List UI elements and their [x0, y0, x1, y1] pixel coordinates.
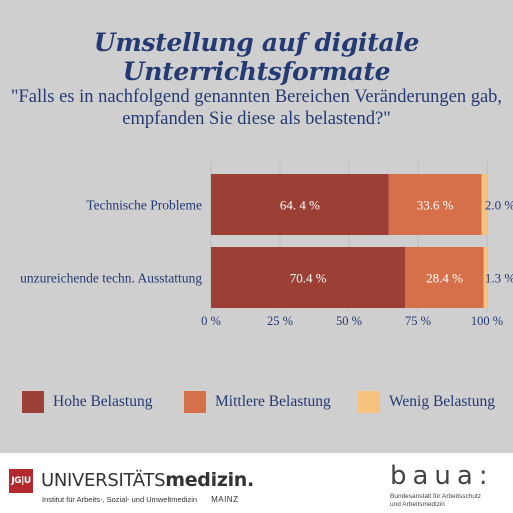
uni-logo-text-b: medizin.: [165, 469, 254, 491]
legend-item-hohe-belastung: Hohe Belastung: [22, 391, 152, 413]
universitaetsmedizin-logo: UNIVERSITÄTSmedizin.: [41, 467, 254, 494]
x-tick-label: 50 %: [336, 314, 362, 328]
chart-legend: Hohe Belastung Mittlere Belastung Wenig …: [0, 391, 513, 415]
bar-segment: [481, 174, 487, 235]
legend-label-wenig: Wenig Belastung: [389, 393, 495, 410]
data-label: 70.4 %: [290, 271, 327, 286]
bar-segment: [483, 247, 488, 308]
data-label: 33.6 %: [417, 198, 454, 213]
institute-label: Institut für Arbeits-, Sozial- und Umwel…: [42, 495, 198, 504]
survey-question: "Falls es in nachfolgend genannten Berei…: [0, 86, 513, 130]
legend-swatch-mittlere: [184, 391, 206, 413]
legend-item-wenig-belastung: Wenig Belastung: [358, 391, 495, 413]
uni-logo-text-a: UNIVERSITÄTS: [41, 470, 166, 491]
survey-question-line-1: "Falls es in nachfolgend genannten Berei…: [10, 87, 503, 107]
jgu-logo: JG|U: [9, 469, 33, 493]
x-tick-label: 25 %: [267, 314, 293, 328]
x-tick-label: 0 %: [201, 314, 221, 328]
legend-swatch-hohe: [22, 391, 44, 413]
bar-segment: [405, 247, 484, 308]
data-label: 64. 4 %: [280, 198, 320, 213]
data-label: 28.4 %: [426, 271, 463, 286]
legend-label-mittlere: Mittlere Belastung: [215, 393, 331, 410]
data-label: 1.3 %: [485, 271, 513, 286]
institute-name: Institut für Arbeits-, Sozial- und Umwel…: [42, 495, 238, 504]
baua-logo: baua:: [390, 461, 494, 491]
baua-subtitle-line-1: Bundesanstalt für Arbeitsschutz: [390, 493, 482, 500]
legend-label-hohe: Hohe Belastung: [53, 393, 153, 410]
category-label: Technische Probleme: [86, 198, 202, 213]
baua-subtitle-line-2: und Arbeitsmedizin: [390, 501, 445, 508]
legend-item-mittlere-belastung: Mittlere Belastung: [184, 391, 331, 413]
x-tick-label: 100 %: [471, 314, 503, 328]
legend-swatch-wenig: [358, 391, 380, 413]
baua-subtitle: Bundesanstalt für Arbeitsschutz und Arbe…: [390, 493, 510, 509]
category-label: unzureichende techn. Ausstattung: [20, 271, 202, 286]
bar-segment: [211, 174, 389, 235]
mainz-label: MAINZ: [211, 495, 239, 504]
bar-segment: [211, 247, 406, 308]
bar-segment: [388, 174, 482, 235]
footer-logos: JG|U UNIVERSITÄTSmedizin. Institut für A…: [0, 453, 513, 513]
data-label: 2.0 %: [485, 198, 513, 213]
survey-question-line-2: empfanden Sie diese als belastend?": [122, 109, 391, 129]
x-tick-label: 75 %: [405, 314, 431, 328]
main-title: Umstellung auf digitale Unterrichtsforma…: [93, 28, 420, 86]
